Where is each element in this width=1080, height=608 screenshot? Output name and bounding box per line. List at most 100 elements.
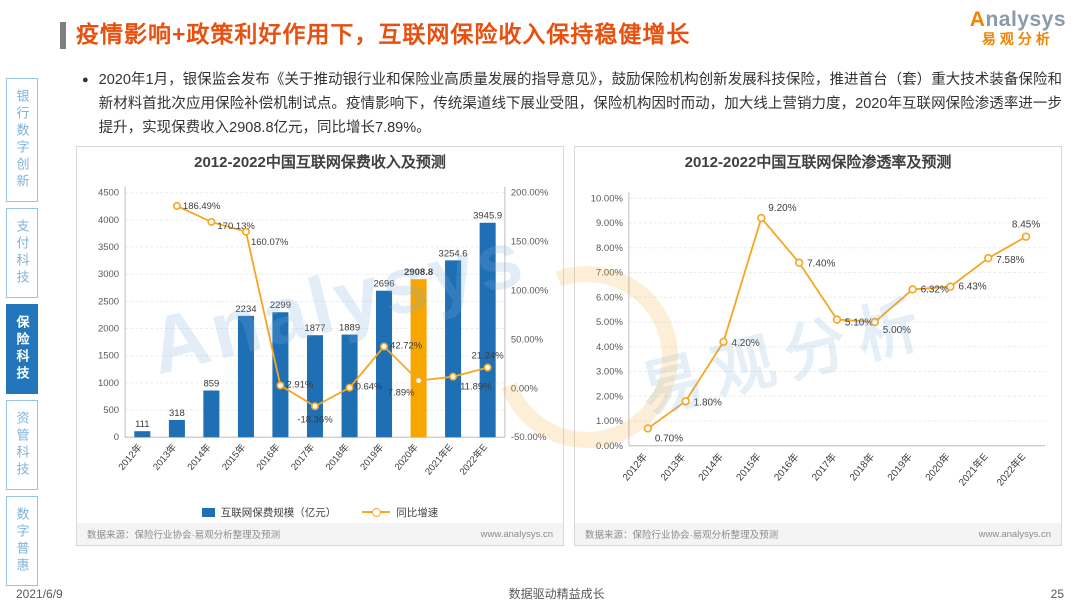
svg-text:2018年: 2018年: [846, 450, 877, 483]
svg-text:5.00%: 5.00%: [596, 317, 623, 328]
logo-sub-label: 易观分析: [981, 31, 1054, 48]
svg-text:10.00%: 10.00%: [591, 193, 624, 204]
bullet-icon: ●: [82, 74, 89, 86]
premium-chart-panel: 2012-2022中国互联网保费收入及预测 0 500 1000 1500 2000 25…: [76, 146, 564, 546]
svg-text:-18.36%: -18.36%: [297, 414, 333, 425]
sidebar-item[interactable]: 支付科技: [6, 208, 38, 298]
svg-text:1.80%: 1.80%: [694, 397, 722, 408]
svg-text:50.00%: 50.00%: [511, 334, 544, 345]
svg-text:2299: 2299: [270, 300, 291, 311]
grid-and-axes: 0.00% 1.00% 2.00% 3.00% 4.00% 5.00% 6.00% 7.00%…: [591, 192, 1046, 452]
growth-line: 186.49% 170.13% 160.07% 2.91% -18.36% 0.64% 42…: [172, 201, 505, 425]
footer-date: 2021/6/9: [16, 586, 63, 601]
bullet-text: 2020年1月，银保监会发布《关于推动银行业和保险业高质量发展的指导意见》，鼓励…: [98, 72, 1062, 136]
svg-text:2013年: 2013年: [657, 450, 688, 483]
svg-text:7.58%: 7.58%: [996, 255, 1024, 266]
bullet-paragraph: ● 2020年1月，银保监会发布《关于推动银行业和保险业高质量发展的指导意见》，…: [82, 68, 1062, 140]
sidebar-item[interactable]: 保险科技: [6, 304, 38, 394]
svg-text:6.32%: 6.32%: [921, 284, 949, 295]
svg-text:2908.8: 2908.8: [404, 267, 433, 278]
svg-text:3000: 3000: [98, 269, 119, 280]
svg-text:2234: 2234: [235, 304, 256, 315]
svg-text:5.10%: 5.10%: [845, 318, 873, 329]
svg-text:111: 111: [135, 419, 149, 430]
svg-text:170.13%: 170.13%: [217, 221, 255, 232]
svg-text:2017年: 2017年: [288, 441, 317, 473]
svg-text:2.00%: 2.00%: [596, 391, 623, 402]
svg-text:2016年: 2016年: [254, 441, 283, 473]
logo: Analysys 易观分析: [970, 8, 1066, 47]
svg-text:9.20%: 9.20%: [768, 203, 796, 214]
sidebar-item[interactable]: 数字普惠: [6, 496, 38, 586]
penetration-line: 0.70% 1.80% 4.20% 9.20% 7.40% 5.10% 5.00% 6.32%…: [643, 203, 1040, 444]
footer-page-number: 25: [1050, 586, 1064, 601]
svg-text:1000: 1000: [98, 378, 119, 389]
title-accent-bar: [60, 22, 66, 49]
svg-text:3254.6: 3254.6: [439, 248, 468, 259]
svg-text:4.20%: 4.20%: [731, 338, 759, 349]
svg-text:318: 318: [169, 408, 185, 419]
svg-text:2013年: 2013年: [150, 441, 179, 473]
svg-text:1500: 1500: [98, 351, 119, 362]
svg-text:0.00%: 0.00%: [511, 383, 538, 394]
svg-text:0.70%: 0.70%: [655, 433, 683, 444]
svg-text:8.45%: 8.45%: [1012, 220, 1040, 231]
svg-text:186.49%: 186.49%: [183, 201, 221, 212]
svg-text:2021年E: 2021年E: [422, 441, 455, 477]
sidebar-item[interactable]: 资管科技: [6, 400, 38, 490]
svg-text:4500: 4500: [98, 188, 119, 199]
svg-text:2012年: 2012年: [620, 450, 651, 483]
svg-text:100.00%: 100.00%: [511, 286, 549, 297]
svg-text:2016年: 2016年: [771, 450, 802, 483]
premium-source-site: www.analysys.cn: [480, 528, 553, 540]
svg-text:2015年: 2015年: [733, 450, 764, 483]
svg-text:1889: 1889: [339, 323, 360, 334]
premium-bars: 111 318 859 2234 2299 1877 1889 2696 2908.8 3254.…: [134, 211, 502, 438]
svg-text:2020年: 2020年: [392, 441, 421, 473]
penetration-source-site: www.analysys.cn: [978, 528, 1051, 540]
svg-text:500: 500: [103, 405, 119, 416]
penetration-chart: 0.00% 1.00% 2.00% 3.00% 4.00% 5.00% 6.00% 7.00%…: [575, 173, 1061, 523]
svg-text:0.00%: 0.00%: [596, 441, 623, 452]
svg-text:2696: 2696: [373, 279, 394, 290]
svg-text:6.43%: 6.43%: [958, 282, 986, 293]
svg-text:150.00%: 150.00%: [511, 237, 549, 248]
bar-swatch-icon: [201, 507, 215, 517]
svg-text:21.24%: 21.24%: [472, 351, 505, 362]
x-axis-labels: 2012年 2013年 2014年 2015年 2016年 2017年 2018年 2019年…: [620, 450, 1029, 488]
footer-slogan: 数据驱动精益成长: [508, 587, 605, 601]
footer: 2021/6/9 数据驱动精益成长 25: [0, 585, 1080, 602]
premium-chart: 0 500 1000 1500 2000 2500 3000 3500 4000 4500 -50.…: [77, 173, 563, 501]
premium-combo-svg: 0 500 1000 1500 2000 2500 3000 3500 4000 4500 -50.…: [98, 186, 549, 477]
svg-text:2018年: 2018年: [323, 441, 352, 473]
svg-text:160.07%: 160.07%: [251, 237, 289, 248]
legend-item-growth: 同比增速: [362, 505, 438, 520]
legend-label-growth: 同比增速: [396, 506, 439, 519]
svg-text:2022年E: 2022年E: [993, 450, 1028, 488]
premium-source-strip: 数据来源：保险行业协会·易观分析整理及预测 www.analysys.cn: [77, 523, 563, 545]
svg-text:4.00%: 4.00%: [596, 342, 623, 353]
svg-text:2020年: 2020年: [922, 450, 953, 483]
svg-text:2022年E: 2022年E: [457, 441, 490, 477]
svg-text:2000: 2000: [98, 324, 119, 335]
svg-text:-50.00%: -50.00%: [511, 432, 547, 443]
penetration-line-svg: 0.00% 1.00% 2.00% 3.00% 4.00% 5.00% 6.00% 7.00%…: [591, 192, 1046, 488]
svg-text:2014年: 2014年: [695, 450, 726, 483]
premium-legend: 互联网保费规模（亿元） 同比增速: [77, 501, 563, 523]
logo-brand: Analysys: [969, 8, 1066, 31]
premium-source-text: 数据来源：保险行业协会·易观分析整理及预测: [87, 530, 281, 541]
line-swatch-icon: [362, 508, 391, 517]
svg-text:2014年: 2014年: [185, 441, 214, 473]
page-title: 疫情影响+政策利好作用下，互联网保险收入保持稳健增长: [76, 21, 691, 47]
svg-text:2019年: 2019年: [357, 441, 386, 473]
svg-text:7.89%: 7.89%: [388, 388, 415, 399]
sidebar-item[interactable]: 银行数字创新: [6, 78, 38, 202]
svg-text:7.00%: 7.00%: [596, 268, 623, 279]
premium-chart-title: 2012-2022中国互联网保费收入及预测: [194, 154, 446, 171]
penetration-source-strip: 数据来源：保险行业协会·易观分析整理及预测 www.analysys.cn: [575, 523, 1061, 545]
penetration-source-text: 数据来源：保险行业协会·易观分析整理及预测: [585, 530, 779, 541]
svg-text:6.00%: 6.00%: [596, 292, 623, 303]
svg-text:3500: 3500: [98, 242, 119, 253]
svg-text:2012年: 2012年: [116, 441, 145, 473]
